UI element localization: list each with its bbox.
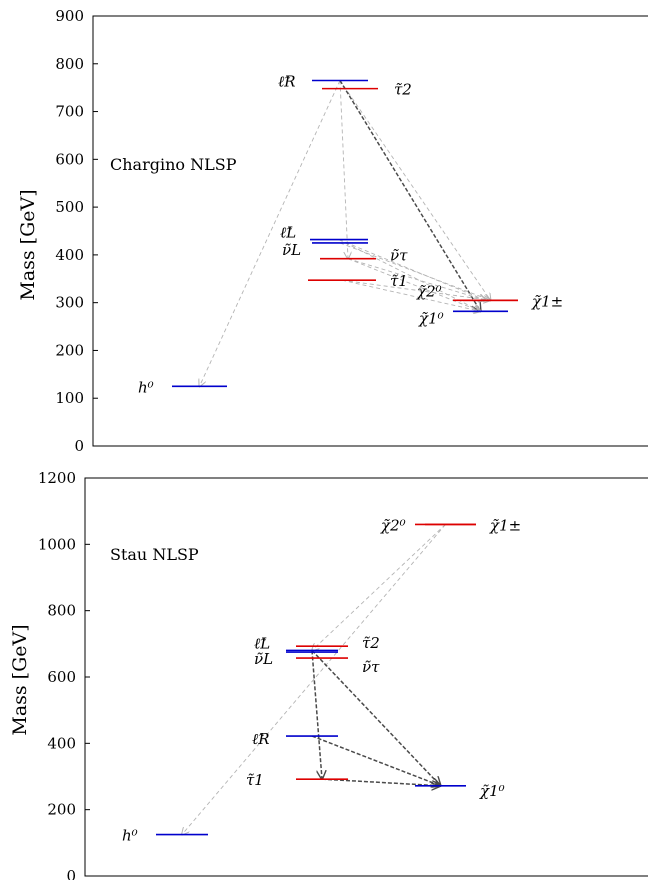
y-tick-label: 200 (47, 801, 76, 819)
particle-label: ν̃τ (362, 658, 380, 676)
decay-arrow (200, 80, 341, 387)
panel-title: Chargino NLSP (110, 155, 237, 174)
y-axis-ticks: 0 100 200 300 400 500 600 700 800 900 (55, 7, 98, 455)
y-axis-label: Mass [GeV] (9, 624, 31, 735)
y-tick-label: 800 (55, 55, 84, 73)
particle-label: τ̃2 (362, 634, 380, 652)
decay-arrow (321, 778, 441, 786)
stau-nlsp-panel: 0 200 400 600 800 1000 1200 χ̃2⁰ χ̃1± τ̃2 ℓ̃Lν̃L ν… (9, 469, 648, 880)
particle-label: τ̃1 (246, 771, 264, 789)
y-axis-label: Mass [GeV] (17, 189, 39, 300)
decay-arrow (311, 735, 441, 786)
y-tick-label: 1000 (38, 535, 76, 553)
mass-levels: χ̃2⁰ χ̃1± τ̃2 ℓ̃Lν̃L ν̃τ ℓ̃R τ̃1 χ̃1⁰ h⁰ (122, 516, 521, 844)
y-tick-label: 700 (55, 103, 84, 121)
plot-frame (84, 477, 648, 877)
particle-label: χ̃1± (531, 292, 563, 310)
y-tick-label: 600 (55, 150, 84, 168)
decay-arrow (347, 258, 486, 301)
decay-arrows (200, 80, 491, 387)
decay-arrow (338, 239, 481, 312)
particle-label: ν̃L (282, 241, 301, 259)
mass-levels: ℓ̃R τ̃2 ℓ̃Lν̃L ν̃τ τ̃1 χ̃2⁰ χ̃1± χ̃1⁰ h⁰ (138, 73, 563, 397)
y-tick-label: 300 (55, 294, 84, 312)
particle-label: χ̃1± (489, 516, 521, 534)
y-tick-label: 1200 (38, 469, 76, 487)
panel-title: Stau NLSP (110, 545, 199, 564)
decay-arrow (338, 239, 486, 301)
particle-label: ℓ̃R (252, 730, 270, 748)
decay-arrow (341, 279, 491, 300)
decay-arrow (339, 80, 491, 301)
y-tick-label: 500 (55, 198, 84, 216)
particle-label: ℓ̃R (278, 73, 296, 91)
decay-arrow (339, 242, 491, 300)
decay-arrow (312, 524, 446, 650)
y-tick-label: 200 (55, 341, 84, 359)
y-tick-label: 900 (55, 7, 84, 25)
particle-label: χ̃2⁰ (416, 282, 442, 300)
y-tick-label: 0 (66, 867, 76, 880)
y-tick-label: 800 (47, 602, 76, 620)
particle-label: χ̃1⁰ (418, 309, 444, 327)
particle-label: ν̃L (254, 650, 273, 668)
y-axis-ticks: 0 200 400 600 800 1000 1200 (38, 469, 90, 880)
y-tick-label: 100 (55, 389, 84, 407)
decay-arrow (341, 279, 481, 311)
particle-label: ℓ̃L (254, 634, 270, 652)
y-tick-label: 400 (55, 246, 84, 264)
decay-arrow (311, 649, 441, 785)
decay-arrow (311, 650, 322, 779)
decay-arrow (182, 524, 446, 834)
particle-label: h⁰ (138, 378, 154, 396)
plot-frame (92, 15, 648, 447)
decay-arrow (339, 80, 481, 312)
decay-arrow (347, 258, 481, 312)
y-tick-label: 400 (47, 734, 76, 752)
particle-label: ν̃τ (390, 247, 408, 265)
decay-arrows (182, 524, 446, 834)
particle-label: τ̃1 (390, 272, 408, 290)
particle-label: χ̃1⁰ (479, 782, 505, 800)
y-tick-label: 600 (47, 668, 76, 686)
y-tick-label: 0 (74, 437, 84, 455)
particle-label: χ̃2⁰ (380, 516, 406, 534)
particle-label: h⁰ (122, 827, 138, 845)
decay-arrow (339, 80, 348, 259)
particle-label: ℓ̃L (280, 224, 296, 242)
particle-label: τ̃2 (394, 81, 412, 99)
